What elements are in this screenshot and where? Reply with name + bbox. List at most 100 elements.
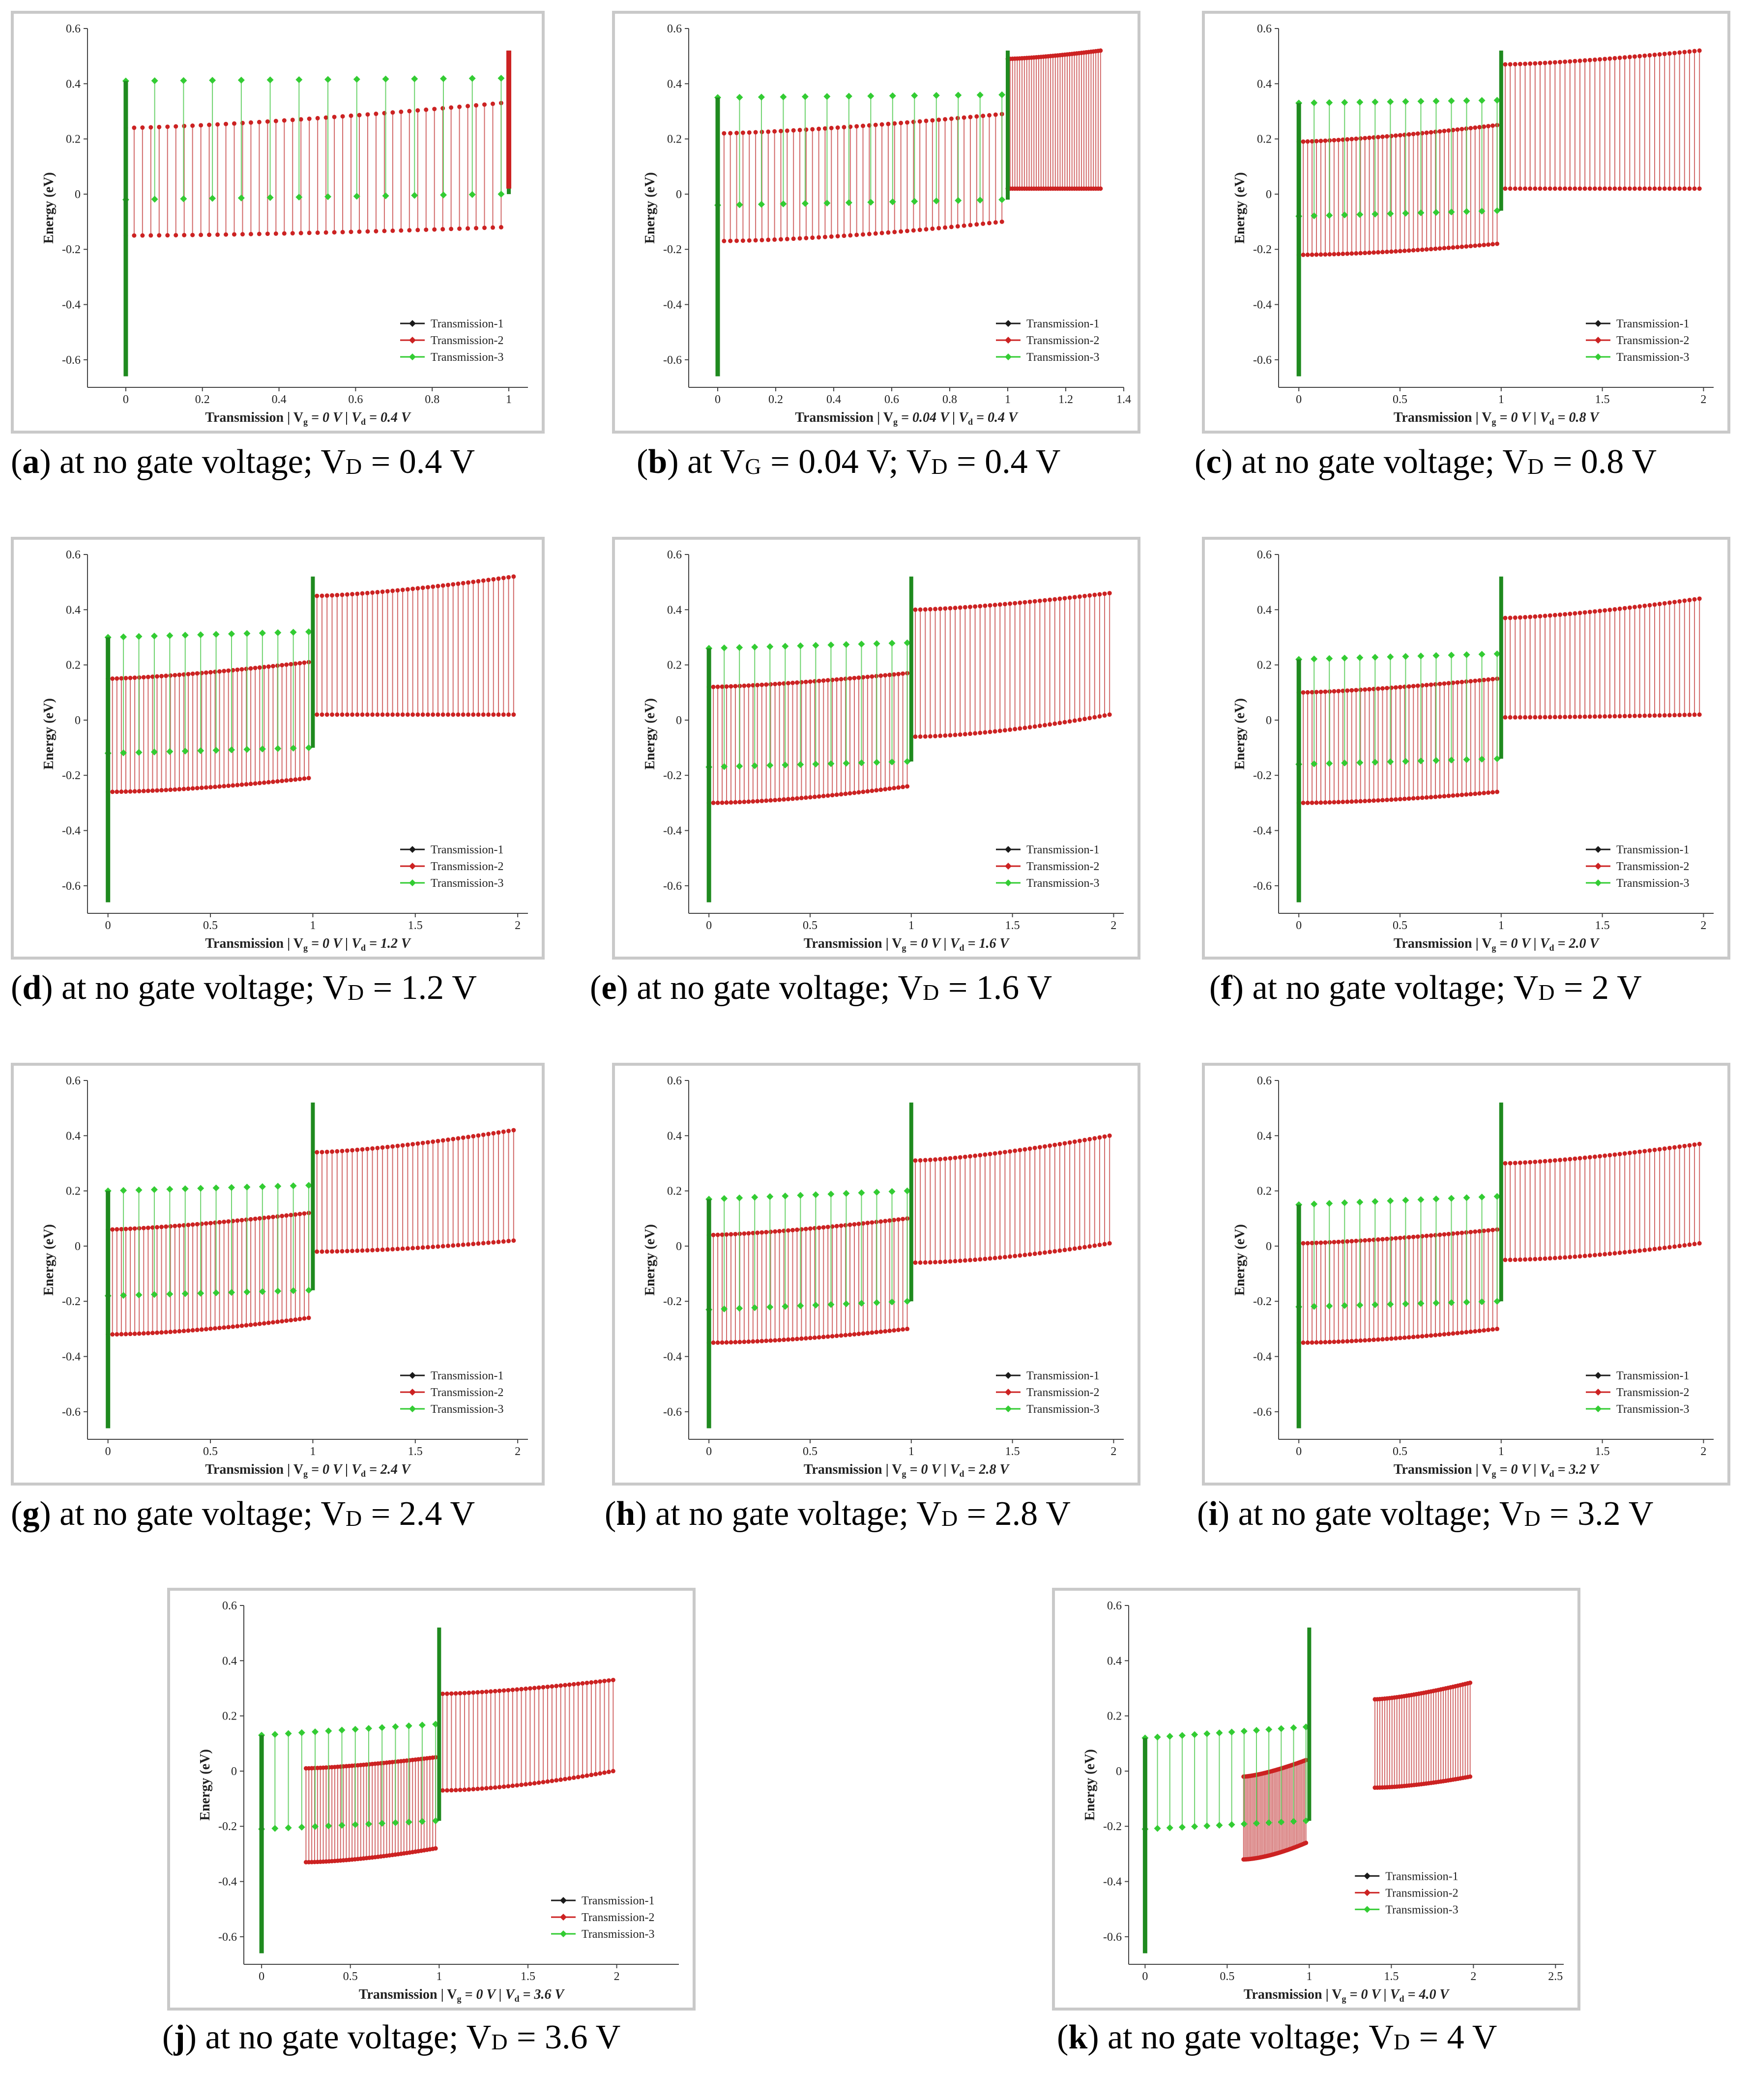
data-point — [1557, 715, 1562, 720]
data-point — [1477, 1328, 1482, 1333]
data-point — [449, 227, 454, 232]
data-point — [988, 1152, 992, 1157]
data-point — [1568, 612, 1573, 616]
data-point — [1354, 136, 1359, 141]
data-point — [1318, 689, 1323, 694]
data-point — [1523, 1160, 1528, 1165]
data-point — [728, 238, 733, 243]
y-tick-label: -0.2 — [1103, 1820, 1122, 1833]
data-point — [155, 788, 160, 793]
data-point — [1442, 246, 1447, 251]
data-point — [424, 227, 429, 232]
data-point — [1573, 714, 1577, 719]
data-point — [1087, 1137, 1092, 1141]
data-point — [506, 1688, 511, 1692]
data-point — [1354, 688, 1359, 693]
data-point — [734, 130, 739, 135]
data-point — [235, 1218, 240, 1223]
legend: Transmission-1Transmission-2Transmission… — [1355, 1870, 1459, 1916]
data-point — [1393, 797, 1398, 802]
data-point — [166, 632, 174, 640]
data-point — [879, 122, 884, 127]
data-point — [1598, 1252, 1603, 1257]
data-point — [1067, 719, 1072, 724]
x-axis-label: Transmission | Vg = 0 V | Vd = 2.8 V — [804, 1462, 1010, 1479]
x-tick-label: 1 — [1306, 1970, 1312, 1983]
data-point — [1314, 1340, 1319, 1345]
data-point — [360, 1248, 365, 1253]
data-point — [808, 679, 813, 684]
data-point — [338, 1822, 346, 1829]
data-point — [360, 712, 365, 717]
data-point — [1478, 97, 1486, 104]
data-point — [1332, 252, 1337, 257]
data-point — [1657, 1246, 1662, 1251]
data-point — [1372, 654, 1379, 661]
data-point — [1406, 1335, 1411, 1340]
data-point — [1311, 212, 1318, 219]
data-point — [207, 122, 212, 127]
data-point — [758, 93, 765, 101]
data-point — [1622, 1151, 1627, 1156]
data-point — [1513, 1161, 1518, 1166]
data-point — [275, 1319, 280, 1324]
data-point — [120, 633, 127, 641]
data-point — [576, 1681, 581, 1686]
data-point — [753, 238, 758, 243]
y-tick-label: 0.6 — [1107, 1600, 1122, 1612]
data-point — [199, 1327, 204, 1332]
data-point — [988, 729, 992, 734]
data-point — [801, 93, 809, 100]
legend: Transmission-1Transmission-2Transmission… — [400, 1370, 503, 1416]
data-point — [150, 788, 155, 793]
data-point — [312, 1728, 319, 1736]
data-point — [1652, 1247, 1657, 1252]
x-tick-label: 2 — [1700, 919, 1706, 932]
data-point — [510, 1783, 515, 1788]
data-point — [834, 1224, 839, 1228]
data-point — [1363, 251, 1368, 256]
data-point — [1402, 1300, 1409, 1308]
data-point — [320, 593, 324, 598]
data-point — [350, 1148, 355, 1153]
data-point — [974, 222, 979, 227]
data-point — [1411, 248, 1416, 253]
data-point — [1290, 1724, 1297, 1731]
data-point — [1092, 1136, 1097, 1141]
data-point — [400, 1246, 405, 1251]
data-point — [933, 197, 940, 204]
data-point — [782, 1303, 789, 1310]
data-point — [746, 1339, 751, 1344]
data-point — [199, 671, 204, 675]
data-point — [1376, 250, 1381, 255]
data-point — [248, 666, 253, 671]
data-point — [1617, 1152, 1622, 1157]
data-point — [803, 1336, 808, 1341]
data-point — [554, 1684, 559, 1689]
data-point — [350, 1249, 355, 1254]
data-point — [1393, 1236, 1398, 1241]
data-point — [886, 121, 891, 126]
x-tick-label: 0.5 — [343, 1970, 358, 1983]
data-point — [440, 106, 445, 111]
data-point — [1446, 245, 1451, 250]
data-point — [166, 748, 174, 755]
data-point — [1433, 129, 1438, 134]
data-point — [1587, 714, 1592, 719]
data-point — [244, 667, 249, 671]
data-point — [1582, 714, 1587, 719]
data-point — [466, 104, 470, 109]
data-point — [1607, 608, 1612, 612]
data-point — [1603, 608, 1607, 613]
data-point — [827, 1301, 835, 1308]
data-point — [998, 91, 1006, 98]
data-point — [1067, 1247, 1072, 1252]
data-point — [290, 629, 297, 636]
data-point — [449, 105, 454, 110]
data-point — [1417, 757, 1425, 764]
data-point — [135, 1291, 143, 1299]
data-point — [1417, 98, 1425, 105]
data-point — [302, 776, 307, 781]
data-point — [968, 223, 973, 228]
data-point — [290, 231, 295, 236]
